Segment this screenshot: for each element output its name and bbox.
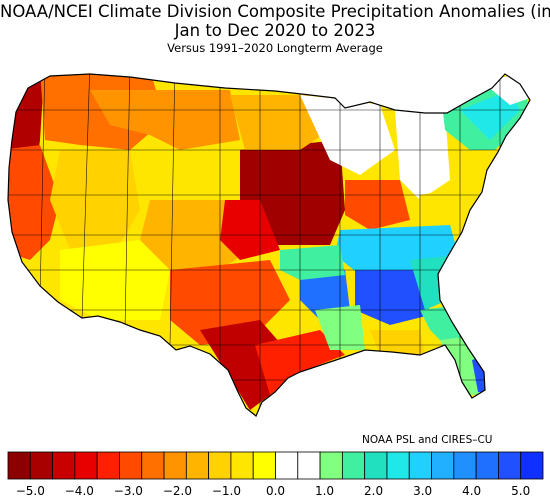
region-great-basin <box>50 150 140 260</box>
colorbar-ticks: −5.0 −4.0 −3.0 −2.0 −1.0 0.0 1.0 2.0 3.0 4.0 5.0 <box>16 484 531 497</box>
colorbar-swatch <box>341 451 366 480</box>
colorbar-tick-label: −1.0 <box>212 484 241 497</box>
map-title: NOAA/NCEI Climate Division Composite Pre… <box>0 2 550 21</box>
region-new-england <box>460 90 520 140</box>
colorbar-tick-label: 5.0 <box>511 484 530 497</box>
colorbar-tick-label: 3.0 <box>413 484 432 497</box>
colorbar-swatch <box>96 451 120 480</box>
colorbar-swatch <box>364 451 388 480</box>
colorbar-swatch <box>475 451 499 480</box>
colorbar-swatch <box>319 451 343 480</box>
colorbar-swatch <box>119 451 143 480</box>
credit-text: NOAA PSL and CIRES–CU <box>362 434 493 446</box>
precipitation-anomaly-map <box>7 73 531 417</box>
map-subtitle: Jan to Dec 2020 to 2023 <box>174 21 376 40</box>
colorbar-swatch <box>230 451 254 480</box>
region-great-lakes <box>300 95 395 175</box>
region-arkansas <box>280 245 345 280</box>
region-northern-rockies <box>90 90 240 150</box>
colorbar-tick-label: −2.0 <box>163 484 192 497</box>
colorbar-swatch <box>163 451 187 480</box>
region-deep-south <box>355 270 430 325</box>
region-mid-atlantic-interior <box>395 110 450 200</box>
colorbar-tick-label: −3.0 <box>114 484 143 497</box>
colorbar-tick-label: 1.0 <box>315 484 334 497</box>
us-outline <box>7 73 531 417</box>
region-upper-midwest <box>230 95 330 150</box>
colorbar-swatch <box>52 451 76 480</box>
colorbar-swatch <box>208 451 232 480</box>
colorbar-swatch <box>408 451 432 480</box>
region-california <box>8 145 60 260</box>
colorbar-tick-label: 4.0 <box>462 484 481 497</box>
colorbar-swatch <box>297 451 321 480</box>
colorbar-swatch <box>141 451 165 480</box>
colorbar-tick-label: 2.0 <box>364 484 383 497</box>
colorbar-tick-label: 0.0 <box>266 484 285 497</box>
colorbar-swatch <box>386 451 410 480</box>
colorbar-swatch <box>275 451 299 480</box>
colorbar-tick-label: −4.0 <box>65 484 94 497</box>
division-borders <box>8 74 530 410</box>
colorbar-swatch <box>453 451 477 480</box>
colorbar-swatch <box>498 451 522 480</box>
colorbar-swatch <box>520 451 544 480</box>
colorbar-swatch <box>7 451 31 480</box>
map-caption: Versus 1991–2020 Longterm Average <box>167 41 383 55</box>
colorbar-swatch <box>431 451 455 480</box>
colorbar-swatch <box>74 451 98 480</box>
colorbar-swatches <box>7 451 544 480</box>
colorbar-swatch <box>252 451 276 480</box>
region-kansas <box>220 200 280 260</box>
region-florida-panhandle <box>370 330 425 355</box>
colorbar-swatch <box>185 451 210 480</box>
region-southwest <box>60 240 170 320</box>
colorbar-swatch <box>29 451 53 480</box>
colorbar-tick-label: −5.0 <box>16 484 45 497</box>
region-ohio-valley <box>345 180 410 230</box>
